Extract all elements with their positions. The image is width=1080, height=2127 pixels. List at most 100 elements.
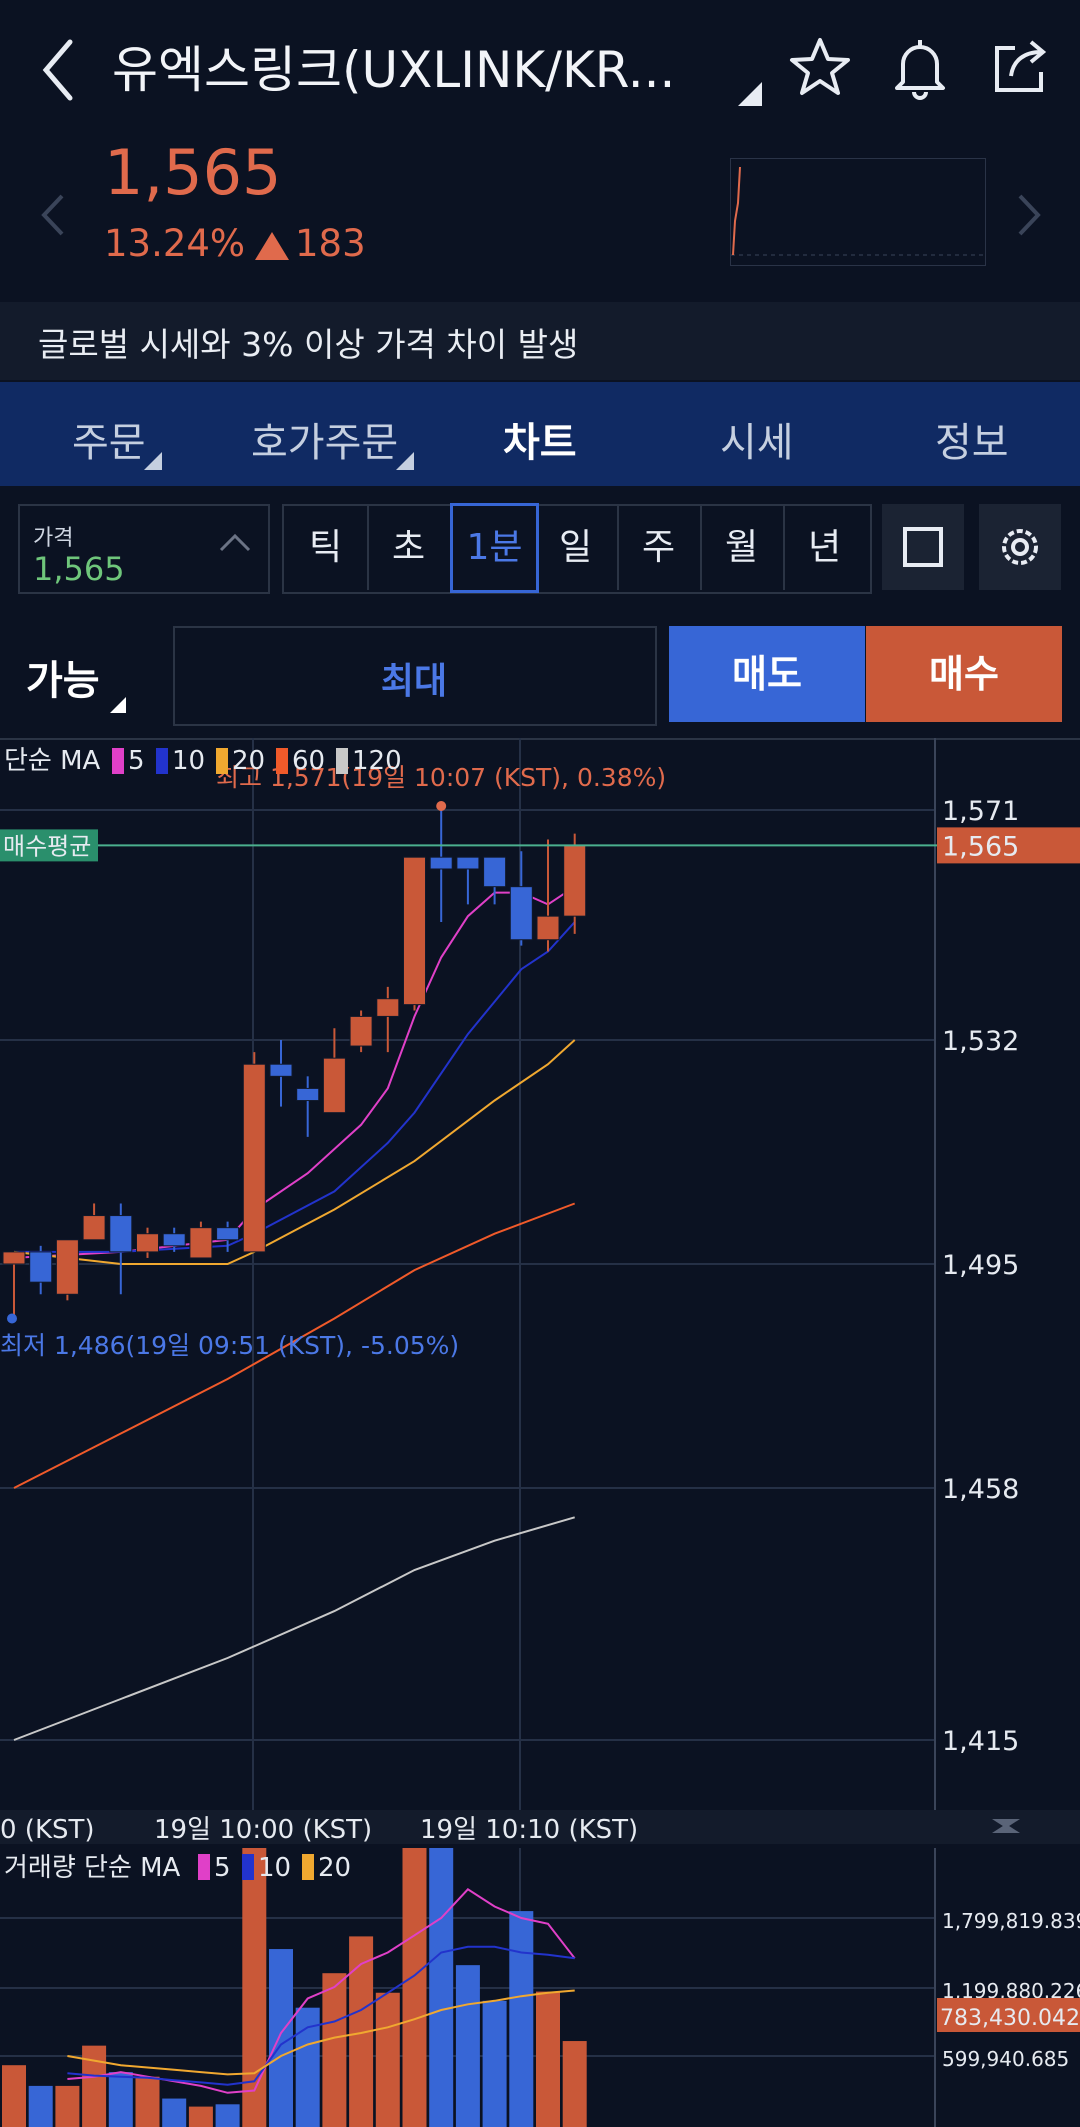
next-coin-icon[interactable] [1014,192,1044,242]
volume-ma-line-20 [67,1989,575,2076]
candle-body [82,1215,106,1241]
mini-chart[interactable] [730,158,986,266]
share-icon[interactable] [985,32,1055,102]
volume-bar [536,1991,560,2127]
candle-body [403,856,426,1006]
change-percent: 13.24% [104,222,246,265]
period-day[interactable]: 일 [534,506,619,590]
ma-legend-label: 20 [232,746,265,776]
current-price-badge [937,827,1080,864]
tab-info[interactable]: 정보 [935,420,1009,466]
change-value: 183 [295,222,366,265]
volume-bar [162,2098,187,2127]
tab-chart[interactable]: 차트 [503,420,577,466]
volume-legend-swatch [198,1854,210,1880]
star-icon[interactable] [785,32,855,102]
candle-body [563,844,587,917]
volume-bar [429,1848,454,2127]
candle-body [2,1251,26,1265]
ma-legend-label: 60 [292,746,325,776]
x-tick-label: 0 (KST) [0,1815,95,1845]
volume-bar [108,2072,133,2127]
prev-coin-icon[interactable] [38,192,68,242]
price-type-label: 가격 [33,526,74,551]
ma-line-5 [13,885,576,1259]
ma-legend-swatch [156,748,168,774]
available-label[interactable]: 가능 [26,658,100,704]
candle-body [189,1227,213,1259]
period-second[interactable]: 초 [367,506,452,590]
ma-legend-swatch [112,748,124,774]
volume-y-tick: 599,940.685 [942,2047,1069,2071]
volume-bar [188,2106,213,2127]
page-title[interactable]: 유엑스링크(UXLINK/KR... [112,41,676,99]
volume-legend-label: 20 [318,1853,351,1883]
candle-body [322,1057,346,1114]
y-tick-label: 1,532 [942,1026,1019,1057]
ma-legend-swatch [276,748,288,774]
price-type-selector[interactable] [18,504,270,594]
current-price-label: 1,565 [942,831,1019,862]
tab-orderbook-caret-icon [396,452,414,470]
up-triangle-icon [255,232,289,260]
title-dropdown-icon[interactable] [738,82,762,106]
chevron-up-icon[interactable] [218,530,252,558]
fullscreen-button[interactable] [882,504,964,590]
bell-icon[interactable] [885,32,955,102]
tab-market[interactable]: 시세 [720,420,794,466]
volume-bar [562,2041,587,2127]
ma-legend-label: 10 [172,746,205,776]
time-axis-band [0,1810,1080,1844]
candle-body [509,886,533,941]
buy-average-badge [0,829,98,862]
ma-line-20 [13,1039,576,1265]
high-annotation: 최고 1,571(19일 10:07 (KST), 0.38%) [216,763,666,792]
ma-line-10 [14,921,576,1253]
volume-legend-title: 거래량 단순 MA [4,1853,181,1883]
price-chart[interactable]: 1,571 1,532 1,495 1,458 1,415 매수평균 1,565 최고 1,5… [0,738,1080,2127]
candle-body [456,856,480,870]
period-month[interactable]: 월 [700,506,785,590]
y-tick-label: 1,415 [942,1726,1019,1757]
period-selector [282,504,872,594]
volume-bar [455,1965,480,2127]
candle-body [162,1233,186,1247]
volume-bar [242,1848,267,2127]
ma-legend-swatch [216,748,228,774]
period-tick[interactable]: 틱 [284,506,369,590]
volume-y-tick: 1,799,819.839 [942,1909,1080,1933]
period-year[interactable]: 년 [807,527,842,568]
y-tick-label: 1,495 [942,1250,1019,1281]
gear-icon[interactable] [979,504,1061,590]
volume-bar [28,2085,53,2127]
volume-bar [509,1911,534,2127]
candle-body [29,1251,53,1283]
candle-body [536,915,560,941]
tab-order[interactable]: 주문 [72,420,146,466]
volume-legend-label: 5 [214,1853,231,1883]
high-marker [436,801,447,811]
candle-body [269,1063,293,1077]
period-1min[interactable]: 1분 [450,503,539,593]
buy-button[interactable]: 매수 [866,626,1062,722]
candle-body [349,1015,373,1047]
candle-body [376,998,400,1017]
period-week[interactable]: 주 [617,506,702,590]
resize-up-icon[interactable] [992,1819,1020,1828]
resize-down-icon[interactable] [992,1824,1020,1833]
candle-body [109,1215,133,1253]
candle-body [55,1239,79,1295]
back-icon[interactable] [28,30,88,110]
ma-legend-title: 단순 MA [4,746,101,776]
tab-orderbook-order[interactable]: 호가주문 [251,420,399,466]
volume-bar [402,1848,427,2127]
sell-button[interactable]: 매도 [669,626,865,722]
candle-body [296,1087,320,1102]
ma-legend-swatch [336,748,348,774]
volume-bar [82,2045,107,2127]
volume-current-label: 783,430.042 [940,2006,1080,2031]
max-quantity-button[interactable] [173,626,657,726]
low-marker [7,1313,17,1324]
volume-legend-swatch [302,1854,314,1880]
low-annotation: 최저 1,486(19일 09:51 (KST), -5.05%) [0,1331,459,1360]
